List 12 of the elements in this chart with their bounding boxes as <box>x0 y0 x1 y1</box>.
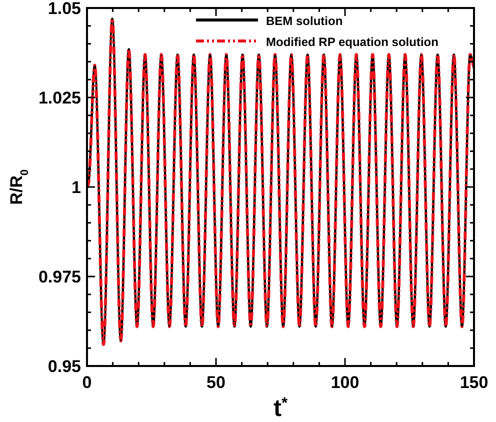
y-tick-label: 1.025 <box>38 88 81 108</box>
y-tick-label: 1.05 <box>48 0 81 18</box>
x-tick-label: 100 <box>330 373 360 392</box>
legend-label: BEM solution <box>266 14 343 28</box>
x-tick-label: 150 <box>460 373 488 392</box>
x-tick-label: 50 <box>206 373 226 392</box>
y-tick-label: 1 <box>72 178 81 197</box>
series-label: Modified RP equation solution <box>266 35 438 49</box>
y-tick-label: 0.95 <box>48 357 81 376</box>
x-tick-label: 0 <box>82 373 92 392</box>
x-axis-title: t$^{*}$ <box>273 394 288 422</box>
y-tick-label: 0.975 <box>38 268 81 286</box>
